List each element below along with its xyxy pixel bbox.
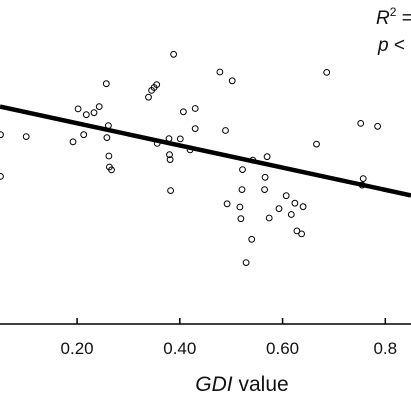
data-point <box>69 138 77 146</box>
data-point <box>166 156 174 164</box>
data-point <box>242 259 250 267</box>
x-tick-label: 0.8 <box>373 339 397 358</box>
data-point <box>323 69 331 76</box>
p-symbol: p <box>377 35 389 56</box>
x-axis-ticks: 0.20 0.40 0.60 0.8 <box>61 318 397 358</box>
data-point <box>191 105 199 112</box>
data-point <box>0 173 4 180</box>
data-point <box>291 199 299 207</box>
data-point <box>237 215 245 223</box>
data-point <box>108 166 115 174</box>
data-point <box>170 50 178 58</box>
data-point <box>239 166 246 174</box>
data-point <box>293 227 301 235</box>
data-point <box>248 235 256 243</box>
data-point <box>359 175 367 183</box>
data-point <box>82 111 90 119</box>
data-point <box>80 131 88 139</box>
r-squared-symbol: R <box>376 8 390 29</box>
data-point <box>236 203 244 211</box>
x-tick-label: 0.40 <box>163 339 196 358</box>
p-less-than: < <box>389 35 405 56</box>
x-tick-label: 0.60 <box>266 339 299 358</box>
data-point <box>287 211 295 218</box>
data-point <box>103 134 111 142</box>
data-point <box>374 122 382 130</box>
data-point <box>261 186 269 194</box>
data-point <box>105 152 113 160</box>
data-point <box>145 93 152 101</box>
data-point <box>22 133 30 141</box>
p-value-annotation: p < <box>377 35 405 56</box>
data-point <box>176 135 184 143</box>
r-squared-annotation: R2 = <box>376 5 411 29</box>
data-point <box>74 105 82 113</box>
data-point <box>238 186 246 194</box>
data-point <box>166 151 173 159</box>
x-axis-title-suffix: value <box>233 373 289 396</box>
data-point <box>153 81 161 88</box>
x-tick-label: 0.20 <box>61 339 94 358</box>
data-point <box>299 203 307 211</box>
regression-line <box>0 104 411 198</box>
data-point <box>282 192 290 200</box>
data-points <box>0 50 382 267</box>
data-point <box>357 120 365 127</box>
data-point <box>90 109 98 117</box>
x-axis-title-variable: GDI <box>195 373 233 396</box>
data-point <box>228 77 236 85</box>
data-point <box>275 205 283 213</box>
r-squared-equals: = <box>396 8 411 29</box>
r-squared-exponent: 2 <box>390 5 397 19</box>
data-point <box>313 140 320 148</box>
data-point <box>102 80 110 88</box>
data-point <box>223 200 231 208</box>
data-point <box>191 125 199 133</box>
data-point <box>216 68 224 76</box>
data-point <box>95 103 103 110</box>
data-point <box>222 127 229 134</box>
x-axis-title: GDI value <box>195 373 288 396</box>
data-point <box>263 153 271 161</box>
data-point <box>261 173 269 181</box>
data-point <box>180 108 187 116</box>
data-point <box>167 187 175 195</box>
data-point <box>298 230 306 238</box>
data-point <box>0 131 4 139</box>
data-point <box>265 214 273 222</box>
